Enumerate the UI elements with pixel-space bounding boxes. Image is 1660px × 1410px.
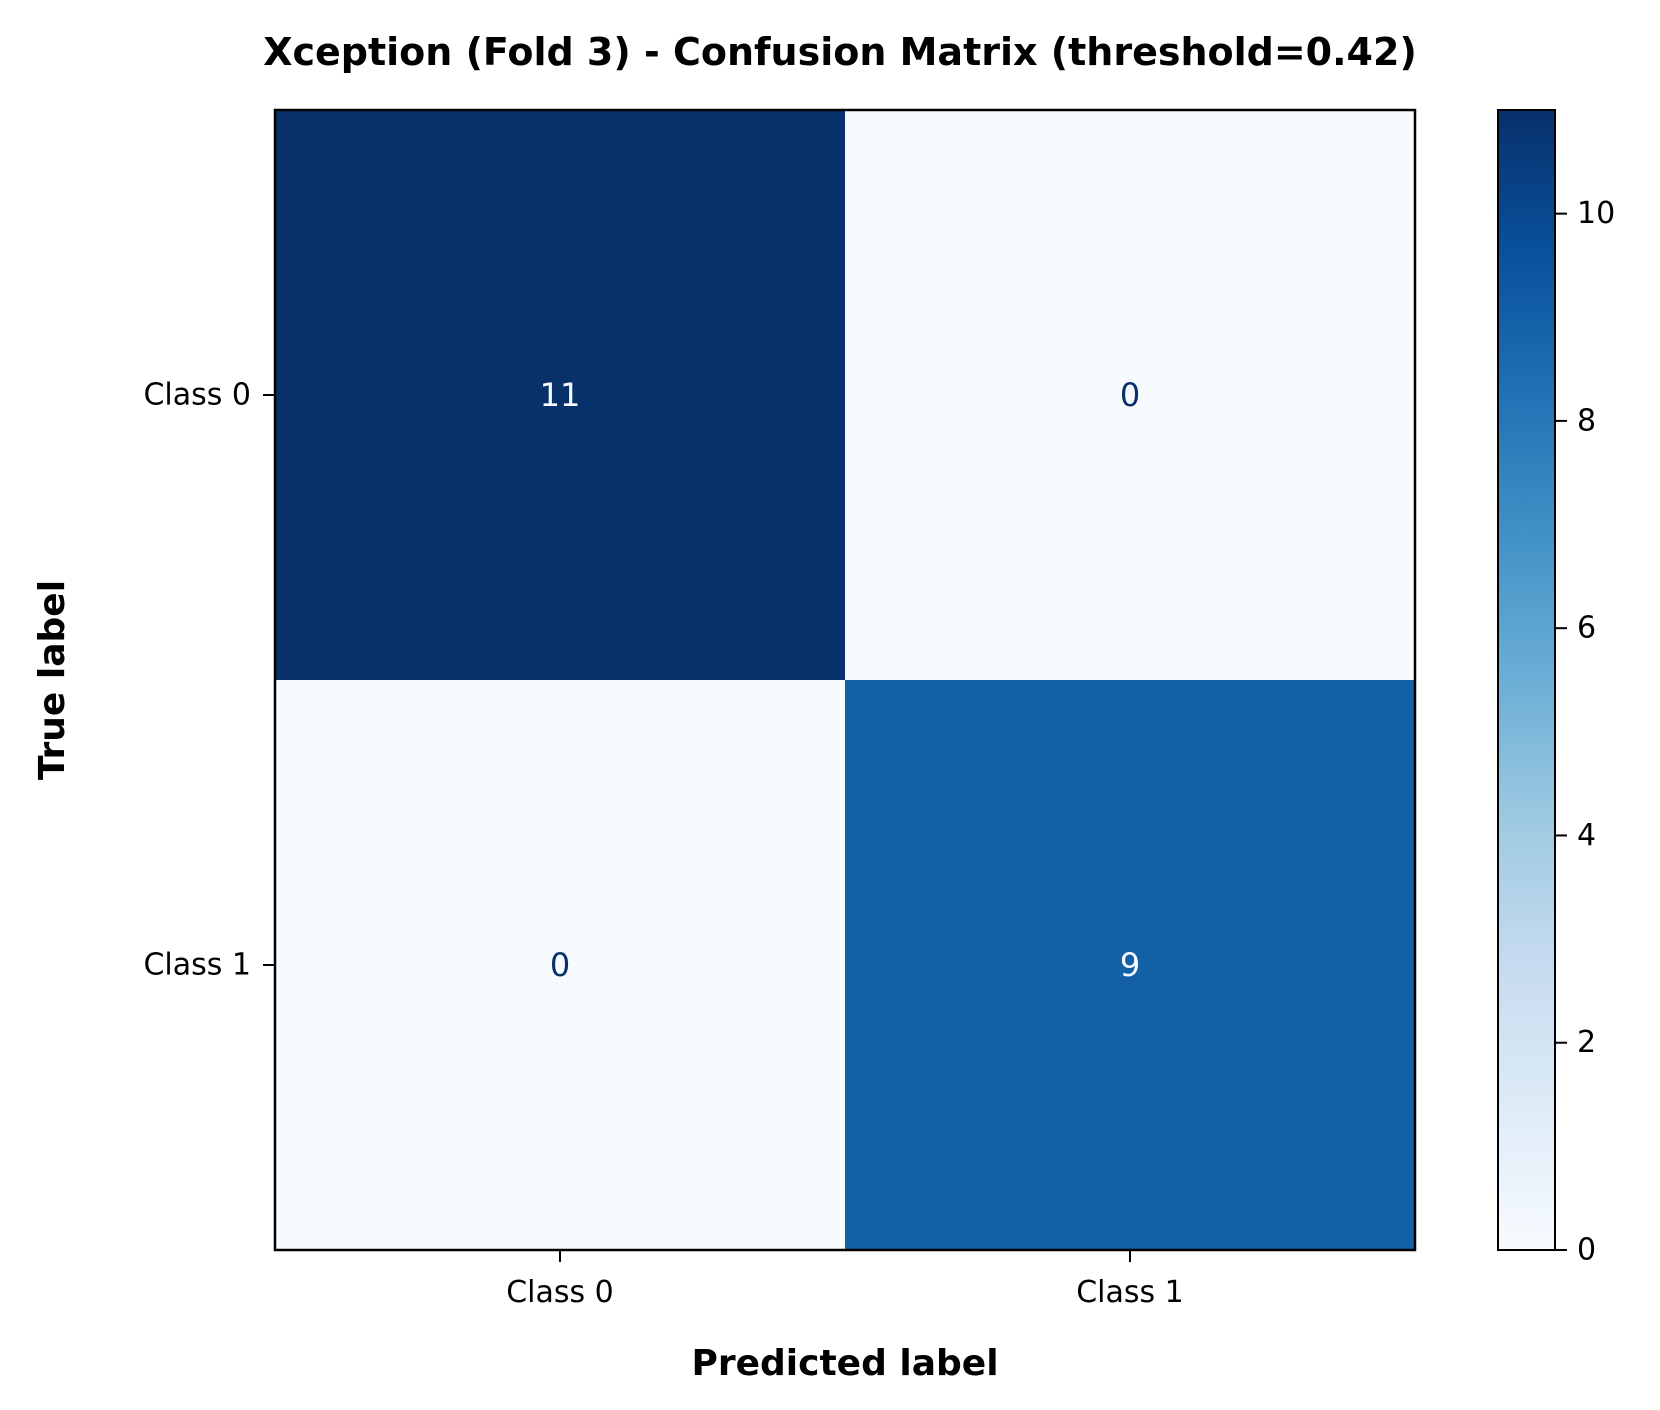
x-tick-label-1: Class 1 [1076,1275,1184,1310]
colorbar-tick-label-5: 10 [1577,196,1615,231]
y-axis-ticks: Class 0 Class 1 [143,378,275,983]
cell-r0-c0 [275,110,846,681]
heatmap-cells [275,110,1416,1251]
colorbar-ticks: 0 2 4 6 8 10 [1555,196,1615,1268]
y-axis-label: True label [32,580,73,780]
y-tick-label-1: Class 1 [143,948,251,983]
colorbar-tick-label-4: 8 [1577,403,1596,438]
cell-r0-c1 [845,110,1416,681]
cell-r1-c1 [845,680,1416,1251]
cell-label-r0-c0: 11 [540,376,581,414]
x-axis-ticks: Class 0 Class 1 [506,1250,1184,1310]
plot-frame [273,108,1417,1252]
colorbar-tick-label-2: 4 [1577,818,1596,853]
cell-label-r1-c0: 0 [550,946,570,984]
colorbar [1497,109,1556,1251]
colorbar-tick-label-3: 6 [1577,611,1596,646]
x-tick-label-0: Class 0 [506,1275,614,1310]
colorbar-tick-label-1: 2 [1577,1025,1596,1060]
heatmap-cell-labels: 11 0 0 9 [540,376,1141,984]
cell-label-r1-c1: 9 [1120,946,1140,984]
x-axis-label: Predicted label [691,1343,998,1384]
y-tick-label-0: Class 0 [143,378,251,413]
chart-title: Xception (Fold 3) - Confusion Matrix (th… [263,30,1417,74]
cell-r1-c0 [275,680,846,1251]
cell-label-r0-c1: 0 [1120,376,1140,414]
colorbar-tick-label-0: 0 [1577,1233,1596,1268]
